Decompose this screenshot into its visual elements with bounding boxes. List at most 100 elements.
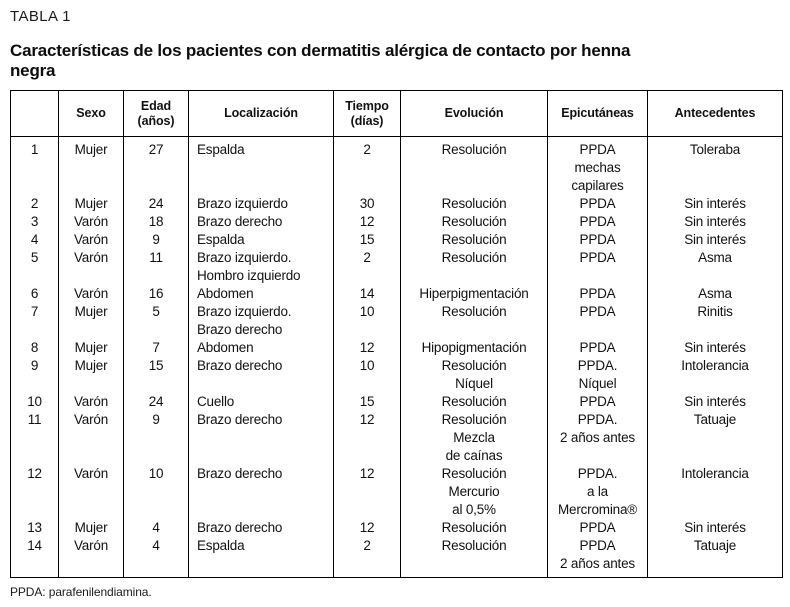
table-row: 6 Varón 16 Abdomen 14 Hiperpigmentación … xyxy=(10,285,783,303)
cell-evolucion: Resolución xyxy=(400,303,548,339)
cell-edad: 9 xyxy=(123,231,189,249)
cell-tiempo: 12 xyxy=(333,339,401,357)
header-evolucion: Evolución xyxy=(400,90,548,137)
cell-sexo: Varón xyxy=(58,393,124,411)
cell-epicutaneas: PPDA mechas capilares xyxy=(547,136,648,195)
cell-sexo: Varón xyxy=(58,213,124,231)
cell-tiempo: 2 xyxy=(333,537,401,578)
header-antecedentes: Antecedentes xyxy=(647,90,783,137)
table-label: TABLA 1 xyxy=(10,8,71,25)
cell-evolucion: Resolución xyxy=(400,136,548,195)
cell-sexo: Varón xyxy=(58,231,124,249)
cell-sexo: Mujer xyxy=(58,195,124,213)
cell-tiempo: 10 xyxy=(333,357,401,393)
cell-epicutaneas: PPDA. a la Mercromina® xyxy=(547,465,648,519)
cell-localizacion: Brazo derecho xyxy=(188,411,334,465)
cell-numero: 13 xyxy=(10,519,59,537)
cell-antecedentes: Toleraba xyxy=(647,136,783,195)
cell-localizacion: Brazo izquierdo xyxy=(188,195,334,213)
cell-localizacion: Brazo derecho xyxy=(188,357,334,393)
cell-evolucion: Resolución xyxy=(400,213,548,231)
cell-localizacion: Espalda xyxy=(188,231,334,249)
header-epicutaneas: Epicutáneas xyxy=(547,90,648,137)
header-numero xyxy=(10,90,59,137)
cell-localizacion: Espalda xyxy=(188,537,334,578)
table-footnote: PPDA: parafenilendiamina. xyxy=(10,585,152,599)
cell-localizacion: Abdomen xyxy=(188,339,334,357)
cell-localizacion: Brazo izquierdo. Hombro izquierdo xyxy=(188,249,334,285)
cell-sexo: Mujer xyxy=(58,136,124,195)
cell-edad: 10 xyxy=(123,465,189,519)
cell-antecedentes: Tatuaje xyxy=(647,537,783,578)
cell-epicutaneas: PPDA xyxy=(547,393,648,411)
cell-edad: 4 xyxy=(123,537,189,578)
cell-epicutaneas: PPDA xyxy=(547,213,648,231)
cell-sexo: Mujer xyxy=(58,303,124,339)
header-localizacion: Localización xyxy=(188,90,334,137)
table-row: 5 Varón 11 Brazo izquierdo. Hombro izqui… xyxy=(10,249,783,285)
cell-edad: 27 xyxy=(123,136,189,195)
cell-tiempo: 12 xyxy=(333,465,401,519)
cell-localizacion: Espalda xyxy=(188,136,334,195)
cell-epicutaneas: PPDA xyxy=(547,195,648,213)
cell-edad: 5 xyxy=(123,303,189,339)
cell-numero: 8 xyxy=(10,339,59,357)
cell-tiempo: 10 xyxy=(333,303,401,339)
table-body: 1 Mujer 27 Espalda 2 Resolución PPDA mec… xyxy=(10,136,783,578)
cell-antecedentes: Asma xyxy=(647,249,783,285)
cell-sexo: Varón xyxy=(58,411,124,465)
table-title: Características de los pacientes con der… xyxy=(10,41,631,80)
cell-numero: 10 xyxy=(10,393,59,411)
table-header-row: Sexo Edad (años) Localización Tiempo (dí… xyxy=(10,90,783,137)
cell-edad: 18 xyxy=(123,213,189,231)
cell-antecedentes: Sin interés xyxy=(647,195,783,213)
patients-table: Sexo Edad (años) Localización Tiempo (dí… xyxy=(10,90,783,578)
cell-antecedentes: Intolerancia xyxy=(647,465,783,519)
table-row: 12 Varón 10 Brazo derecho 12 Resolución … xyxy=(10,465,783,519)
cell-numero: 14 xyxy=(10,537,59,578)
cell-sexo: Mujer xyxy=(58,519,124,537)
cell-epicutaneas: PPDA xyxy=(547,519,648,537)
cell-antecedentes: Sin interés xyxy=(647,339,783,357)
cell-epicutaneas: PPDA. Níquel xyxy=(547,357,648,393)
cell-edad: 4 xyxy=(123,519,189,537)
table-row: 9 Mujer 15 Brazo derecho 10 Resolución N… xyxy=(10,357,783,393)
cell-numero: 2 xyxy=(10,195,59,213)
header-edad: Edad (años) xyxy=(123,90,189,137)
cell-sexo: Varón xyxy=(58,249,124,285)
cell-epicutaneas: PPDA 2 años antes xyxy=(547,537,648,578)
cell-numero: 9 xyxy=(10,357,59,393)
cell-tiempo: 30 xyxy=(333,195,401,213)
table-row: 10 Varón 24 Cuello 15 Resolución PPDA Si… xyxy=(10,393,783,411)
cell-tiempo: 14 xyxy=(333,285,401,303)
cell-edad: 24 xyxy=(123,393,189,411)
cell-edad: 15 xyxy=(123,357,189,393)
cell-tiempo: 12 xyxy=(333,519,401,537)
cell-numero: 5 xyxy=(10,249,59,285)
cell-antecedentes: Sin interés xyxy=(647,393,783,411)
header-tiempo: Tiempo (días) xyxy=(333,90,401,137)
table-row: 11 Varón 9 Brazo derecho 12 Resolución M… xyxy=(10,411,783,465)
table-row: 4 Varón 9 Espalda 15 Resolución PPDA Sin… xyxy=(10,231,783,249)
cell-localizacion: Brazo derecho xyxy=(188,213,334,231)
cell-evolucion: Resolución xyxy=(400,195,548,213)
cell-edad: 9 xyxy=(123,411,189,465)
cell-sexo: Varón xyxy=(58,465,124,519)
cell-evolucion: Resolución xyxy=(400,393,548,411)
cell-sexo: Mujer xyxy=(58,357,124,393)
cell-tiempo: 2 xyxy=(333,136,401,195)
table-row: 3 Varón 18 Brazo derecho 12 Resolución P… xyxy=(10,213,783,231)
cell-tiempo: 12 xyxy=(333,411,401,465)
cell-tiempo: 12 xyxy=(333,213,401,231)
cell-evolucion: Resolución xyxy=(400,249,548,285)
cell-antecedentes: Sin interés xyxy=(647,213,783,231)
cell-localizacion: Brazo izquierdo. Brazo derecho xyxy=(188,303,334,339)
cell-tiempo: 2 xyxy=(333,249,401,285)
cell-tiempo: 15 xyxy=(333,231,401,249)
cell-sexo: Varón xyxy=(58,537,124,578)
cell-edad: 24 xyxy=(123,195,189,213)
cell-numero: 4 xyxy=(10,231,59,249)
cell-sexo: Mujer xyxy=(58,339,124,357)
cell-epicutaneas: PPDA xyxy=(547,339,648,357)
cell-edad: 16 xyxy=(123,285,189,303)
